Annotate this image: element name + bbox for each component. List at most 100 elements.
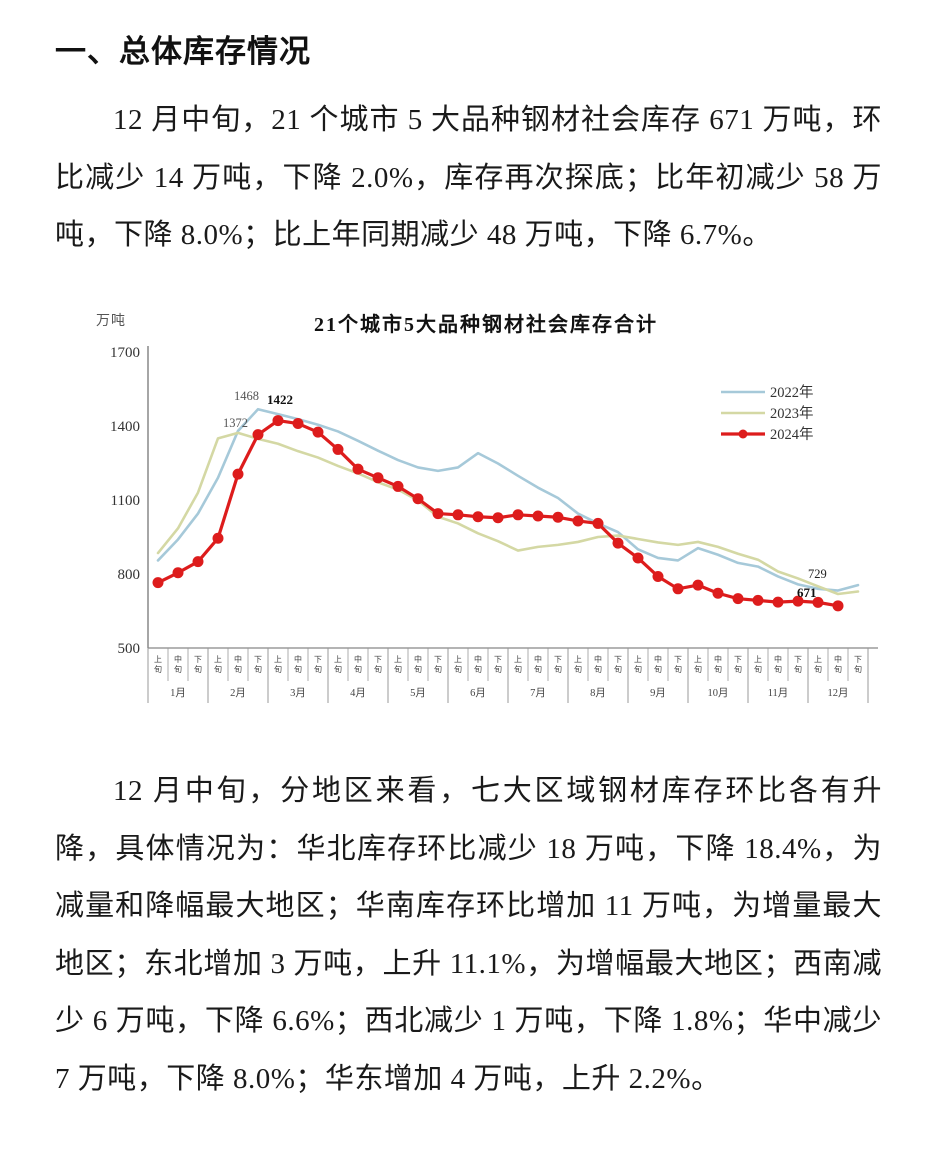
svg-text:旬: 旬 — [734, 664, 742, 674]
svg-text:中: 中 — [834, 654, 842, 664]
svg-text:旬: 旬 — [574, 664, 582, 674]
svg-text:旬: 旬 — [834, 664, 842, 674]
svg-text:上: 上 — [514, 655, 522, 664]
svg-text:800: 800 — [118, 567, 141, 583]
svg-text:中: 中 — [234, 654, 242, 664]
svg-text:旬: 旬 — [794, 664, 802, 674]
svg-text:旬: 旬 — [374, 664, 382, 674]
svg-text:下: 下 — [614, 655, 622, 664]
paragraph-regional-inventory: 12 月中旬，分地区来看，七大区域钢材库存环比各有升降，具体情况为：华北库存环比… — [55, 775, 882, 1095]
svg-text:旬: 旬 — [634, 664, 642, 674]
svg-text:下: 下 — [494, 655, 502, 664]
svg-text:旬: 旬 — [274, 664, 282, 674]
svg-text:旬: 旬 — [774, 664, 782, 674]
svg-text:下: 下 — [554, 655, 562, 664]
svg-text:6月: 6月 — [470, 687, 486, 699]
paragraph-overall-inventory: 12 月中旬，21 个城市 5 大品种钢材社会库存 671 万吨，环比减少 14… — [55, 104, 882, 251]
svg-text:上: 上 — [574, 655, 582, 664]
section-heading: 一、总体库存情况 — [55, 34, 311, 69]
svg-text:旬: 旬 — [674, 664, 682, 674]
chart-y-axis-unit-label: 万吨 — [96, 314, 126, 329]
svg-text:下: 下 — [254, 655, 262, 664]
svg-text:旬: 旬 — [614, 664, 622, 674]
series-line-2024年 — [152, 415, 844, 612]
svg-text:旬: 旬 — [254, 664, 262, 674]
svg-text:旬: 旬 — [754, 664, 762, 674]
svg-text:中: 中 — [174, 654, 182, 664]
svg-text:旬: 旬 — [494, 664, 502, 674]
svg-text:旬: 旬 — [714, 664, 722, 674]
svg-text:旬: 旬 — [234, 664, 242, 674]
legend-label-2022年: 2022年 — [770, 384, 814, 401]
svg-text:中: 中 — [294, 654, 302, 664]
svg-text:671: 671 — [797, 585, 817, 600]
svg-text:1372: 1372 — [223, 416, 248, 430]
svg-text:上: 上 — [334, 655, 342, 664]
svg-text:1月: 1月 — [170, 687, 186, 699]
x-axis-period-table: 上旬中旬下旬上旬中旬下旬上旬中旬下旬上旬中旬下旬上旬中旬下旬上旬中旬下旬上旬中旬… — [147, 648, 869, 703]
svg-text:旬: 旬 — [694, 664, 702, 674]
svg-text:旬: 旬 — [314, 664, 322, 674]
svg-text:中: 中 — [714, 654, 722, 664]
svg-text:上: 上 — [154, 655, 162, 664]
svg-text:12月: 12月 — [828, 687, 849, 699]
svg-text:旬: 旬 — [534, 664, 542, 674]
svg-text:下: 下 — [794, 655, 802, 664]
svg-text:下: 下 — [734, 655, 742, 664]
chart-canvas: 170014001100800500上旬中旬下旬上旬中旬下旬上旬中旬下旬上旬中旬… — [110, 345, 878, 703]
svg-text:5月: 5月 — [410, 687, 426, 699]
svg-text:上: 上 — [634, 655, 642, 664]
svg-text:下: 下 — [194, 655, 202, 664]
svg-text:下: 下 — [374, 655, 382, 664]
svg-text:旬: 旬 — [214, 664, 222, 674]
svg-text:旬: 旬 — [194, 664, 202, 674]
svg-text:旬: 旬 — [514, 664, 522, 674]
svg-text:7月: 7月 — [530, 687, 546, 699]
svg-text:1100: 1100 — [111, 493, 140, 509]
series-line-2022年 — [156, 407, 860, 592]
axes — [147, 346, 878, 649]
svg-text:500: 500 — [118, 641, 141, 657]
svg-text:旬: 旬 — [394, 664, 402, 674]
svg-text:旬: 旬 — [854, 664, 862, 674]
svg-text:上: 上 — [814, 655, 822, 664]
svg-text:中: 中 — [414, 654, 422, 664]
svg-text:旬: 旬 — [334, 664, 342, 674]
svg-text:3月: 3月 — [290, 687, 306, 699]
svg-text:上: 上 — [694, 655, 702, 664]
svg-text:4月: 4月 — [350, 687, 366, 699]
svg-text:中: 中 — [654, 654, 662, 664]
svg-text:1422: 1422 — [267, 392, 293, 407]
svg-text:旬: 旬 — [594, 664, 602, 674]
svg-text:中: 中 — [474, 654, 482, 664]
svg-text:下: 下 — [674, 655, 682, 664]
svg-text:中: 中 — [354, 654, 362, 664]
legend-label-2024年: 2024年 — [770, 426, 814, 443]
svg-text:旬: 旬 — [354, 664, 362, 674]
chart-title: 21个城市5大品种钢材社会库存合计 — [314, 314, 658, 336]
svg-text:旬: 旬 — [474, 664, 482, 674]
svg-text:11月: 11月 — [768, 687, 789, 699]
svg-text:9月: 9月 — [650, 687, 666, 699]
svg-text:上: 上 — [274, 655, 282, 664]
y-axis-tick-labels: 1700 1400 1100 800 500 — [110, 345, 140, 657]
data-labels: 1468 1422 1372 729 671 — [223, 389, 827, 600]
svg-text:旬: 旬 — [554, 664, 562, 674]
svg-text:上: 上 — [214, 655, 222, 664]
svg-text:8月: 8月 — [590, 687, 606, 699]
svg-text:下: 下 — [434, 655, 442, 664]
svg-text:1468: 1468 — [234, 389, 259, 403]
svg-text:旬: 旬 — [814, 664, 822, 674]
chart-legend: 2022年 2023年 2024年 — [721, 384, 814, 443]
svg-text:旬: 旬 — [174, 664, 182, 674]
svg-text:中: 中 — [594, 654, 602, 664]
svg-text:中: 中 — [534, 654, 542, 664]
svg-text:旬: 旬 — [434, 664, 442, 674]
svg-text:1700: 1700 — [110, 345, 140, 361]
svg-text:2月: 2月 — [230, 687, 246, 699]
svg-text:729: 729 — [808, 567, 827, 581]
svg-text:旬: 旬 — [294, 664, 302, 674]
svg-text:下: 下 — [314, 655, 322, 664]
inventory-chart: 万吨 21个城市5大品种钢材社会库存合计 1700 1400 1100 800 500 上… — [86, 296, 936, 736]
